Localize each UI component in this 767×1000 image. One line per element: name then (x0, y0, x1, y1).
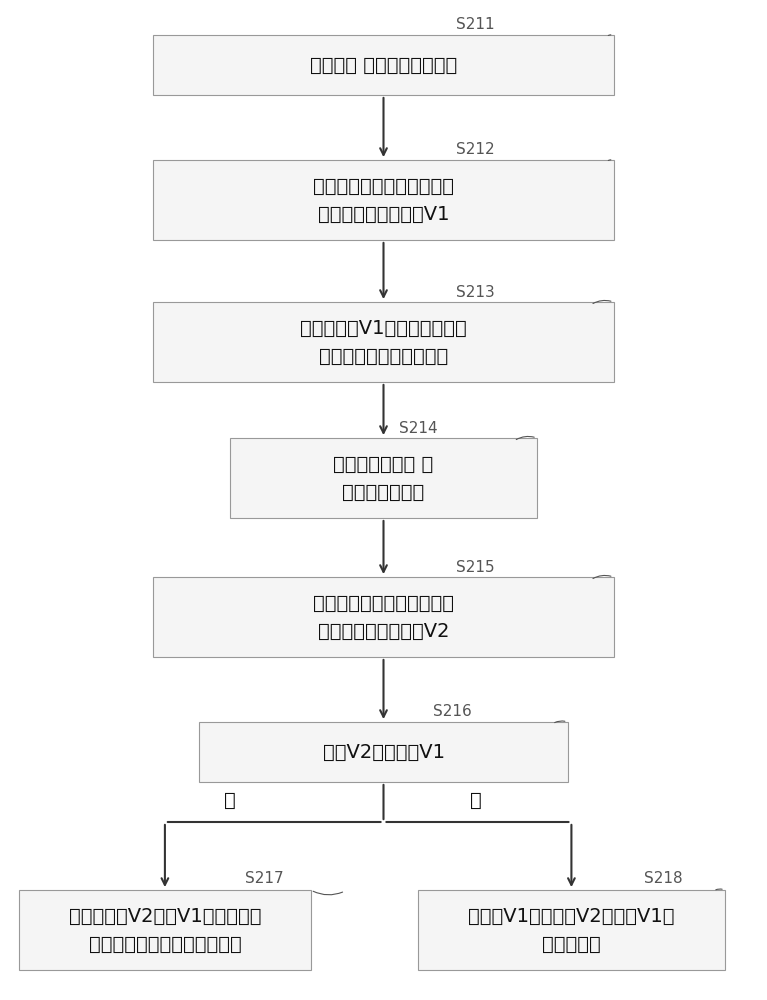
Text: 判断V2是否大于V1: 判断V2是否大于V1 (322, 742, 445, 762)
FancyBboxPatch shape (153, 160, 614, 240)
Text: S212: S212 (456, 142, 495, 157)
Text: 否: 否 (469, 791, 482, 810)
Text: 常温下， 第一次打开闪光灯: 常温下， 第一次打开闪光灯 (310, 55, 457, 75)
Text: S217: S217 (245, 871, 284, 886)
FancyBboxPatch shape (19, 890, 311, 970)
Text: 关闭闪光灯后， 第
二次打开闪光灯: 关闭闪光灯后， 第 二次打开闪光灯 (334, 454, 433, 502)
Text: S214: S214 (399, 421, 437, 436)
Text: S213: S213 (456, 285, 495, 300)
Text: 第一次采样获取闪光灯刚开
始工作时的初始电压V1: 第一次采样获取闪光灯刚开 始工作时的初始电压V1 (313, 176, 454, 224)
Text: 是: 是 (224, 791, 236, 810)
Text: 不替换V1，不存储V2，仍以V1作
为基准电压: 不替换V1，不存储V2，仍以V1作 为基准电压 (468, 906, 675, 954)
FancyBboxPatch shape (230, 438, 537, 518)
Text: 第二次采样获取闪光灯刚开
始工作时的初始电压V2: 第二次采样获取闪光灯刚开 始工作时的初始电压V2 (313, 593, 454, 641)
Text: S216: S216 (433, 704, 472, 719)
Text: 将初始电压V1作为基准电压存
储至智能终端的存储器中: 将初始电压V1作为基准电压存 储至智能终端的存储器中 (300, 318, 467, 365)
FancyBboxPatch shape (153, 577, 614, 657)
Text: S218: S218 (644, 871, 683, 886)
FancyBboxPatch shape (199, 722, 568, 782)
Text: S215: S215 (456, 560, 495, 575)
Text: 将初始电压V2替换V1作为基准电
压存储至智能终端的存储器中: 将初始电压V2替换V1作为基准电 压存储至智能终端的存储器中 (69, 906, 261, 954)
FancyBboxPatch shape (418, 890, 725, 970)
FancyBboxPatch shape (153, 302, 614, 382)
Text: S211: S211 (456, 17, 495, 32)
FancyBboxPatch shape (153, 35, 614, 95)
